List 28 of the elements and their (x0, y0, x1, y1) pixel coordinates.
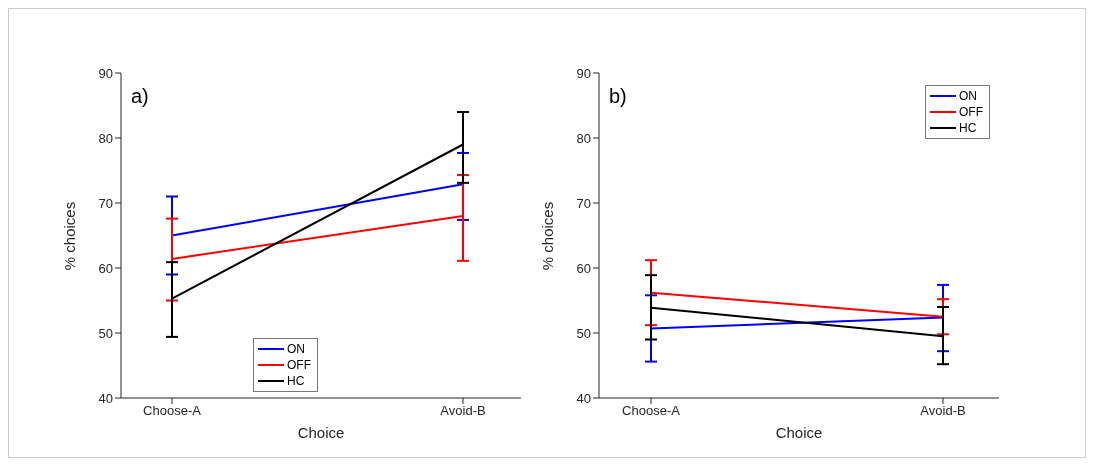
y-axis-title: % choices (60, 201, 78, 270)
legend-label: OFF (287, 358, 311, 372)
x-tick-label: Avoid-B (440, 403, 486, 419)
y-tick-label: 80 (576, 130, 591, 146)
x-tick-label: Choose-A (622, 403, 681, 419)
y-tick-label: 90 (98, 65, 113, 81)
y-tick-label: 90 (576, 65, 591, 81)
legend-label: ON (959, 89, 977, 103)
x-axis-title: Choice (296, 424, 346, 441)
legend-label: OFF (959, 105, 983, 119)
text: b) (609, 85, 627, 108)
legend-label: ON (287, 342, 305, 356)
x-axis-title: Choice (774, 424, 824, 441)
y-tick-label: 70 (576, 195, 591, 211)
y-tick-label: 50 (576, 325, 591, 341)
y-tick-label: 80 (98, 130, 113, 146)
legend-label: HC (959, 121, 977, 135)
y-tick-label: 40 (576, 390, 591, 406)
y-tick-label: 40 (98, 390, 113, 406)
text: a) (131, 85, 149, 108)
legend-label: HC (287, 374, 305, 388)
y-tick-label: 50 (98, 325, 113, 341)
x-tick-label: Choose-A (143, 403, 202, 419)
y-tick-label: 70 (98, 195, 113, 211)
y-axis-title: % choices (538, 201, 556, 270)
y-tick-label: 60 (576, 260, 591, 276)
x-tick-label: Avoid-B (920, 403, 966, 419)
y-tick-label: 60 (98, 260, 113, 276)
